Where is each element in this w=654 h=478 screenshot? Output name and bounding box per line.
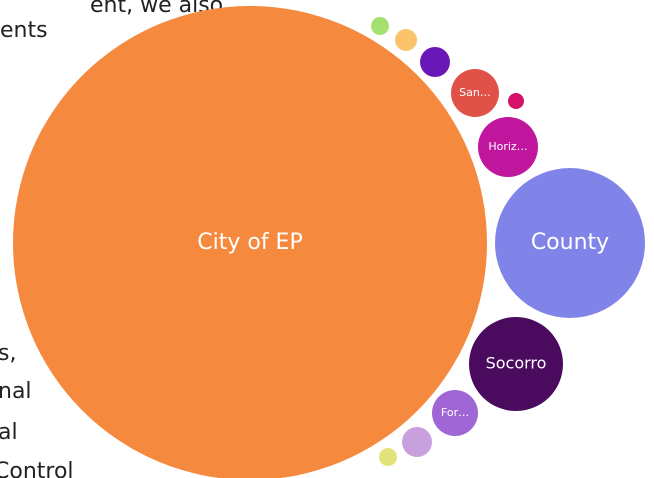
background-text: Control: [0, 459, 74, 478]
bubble-label: County: [531, 230, 609, 255]
bubble: [420, 47, 450, 77]
bubble: [13, 6, 487, 478]
bubble-label: City of EP: [197, 230, 302, 255]
bubble: [395, 29, 417, 51]
background-text: ent, we also: [90, 0, 223, 18]
bubble: [371, 17, 389, 35]
bubble: [469, 317, 563, 411]
bubble: [402, 427, 432, 457]
background-text: ents: [0, 18, 48, 43]
bubble: [478, 117, 538, 177]
bubble: [432, 390, 478, 436]
bubble-label: For…: [441, 406, 469, 419]
bubble-label: Socorro: [486, 354, 547, 373]
background-text: s,: [0, 341, 16, 366]
background-text: al: [0, 420, 18, 445]
bubble: [495, 168, 645, 318]
background-text: nal: [0, 379, 32, 404]
bubble: [508, 93, 524, 109]
bubble: [379, 448, 397, 466]
bubble-label: Horiz…: [488, 140, 527, 153]
bubble: [451, 69, 499, 117]
bubble-label: San…: [459, 86, 491, 99]
